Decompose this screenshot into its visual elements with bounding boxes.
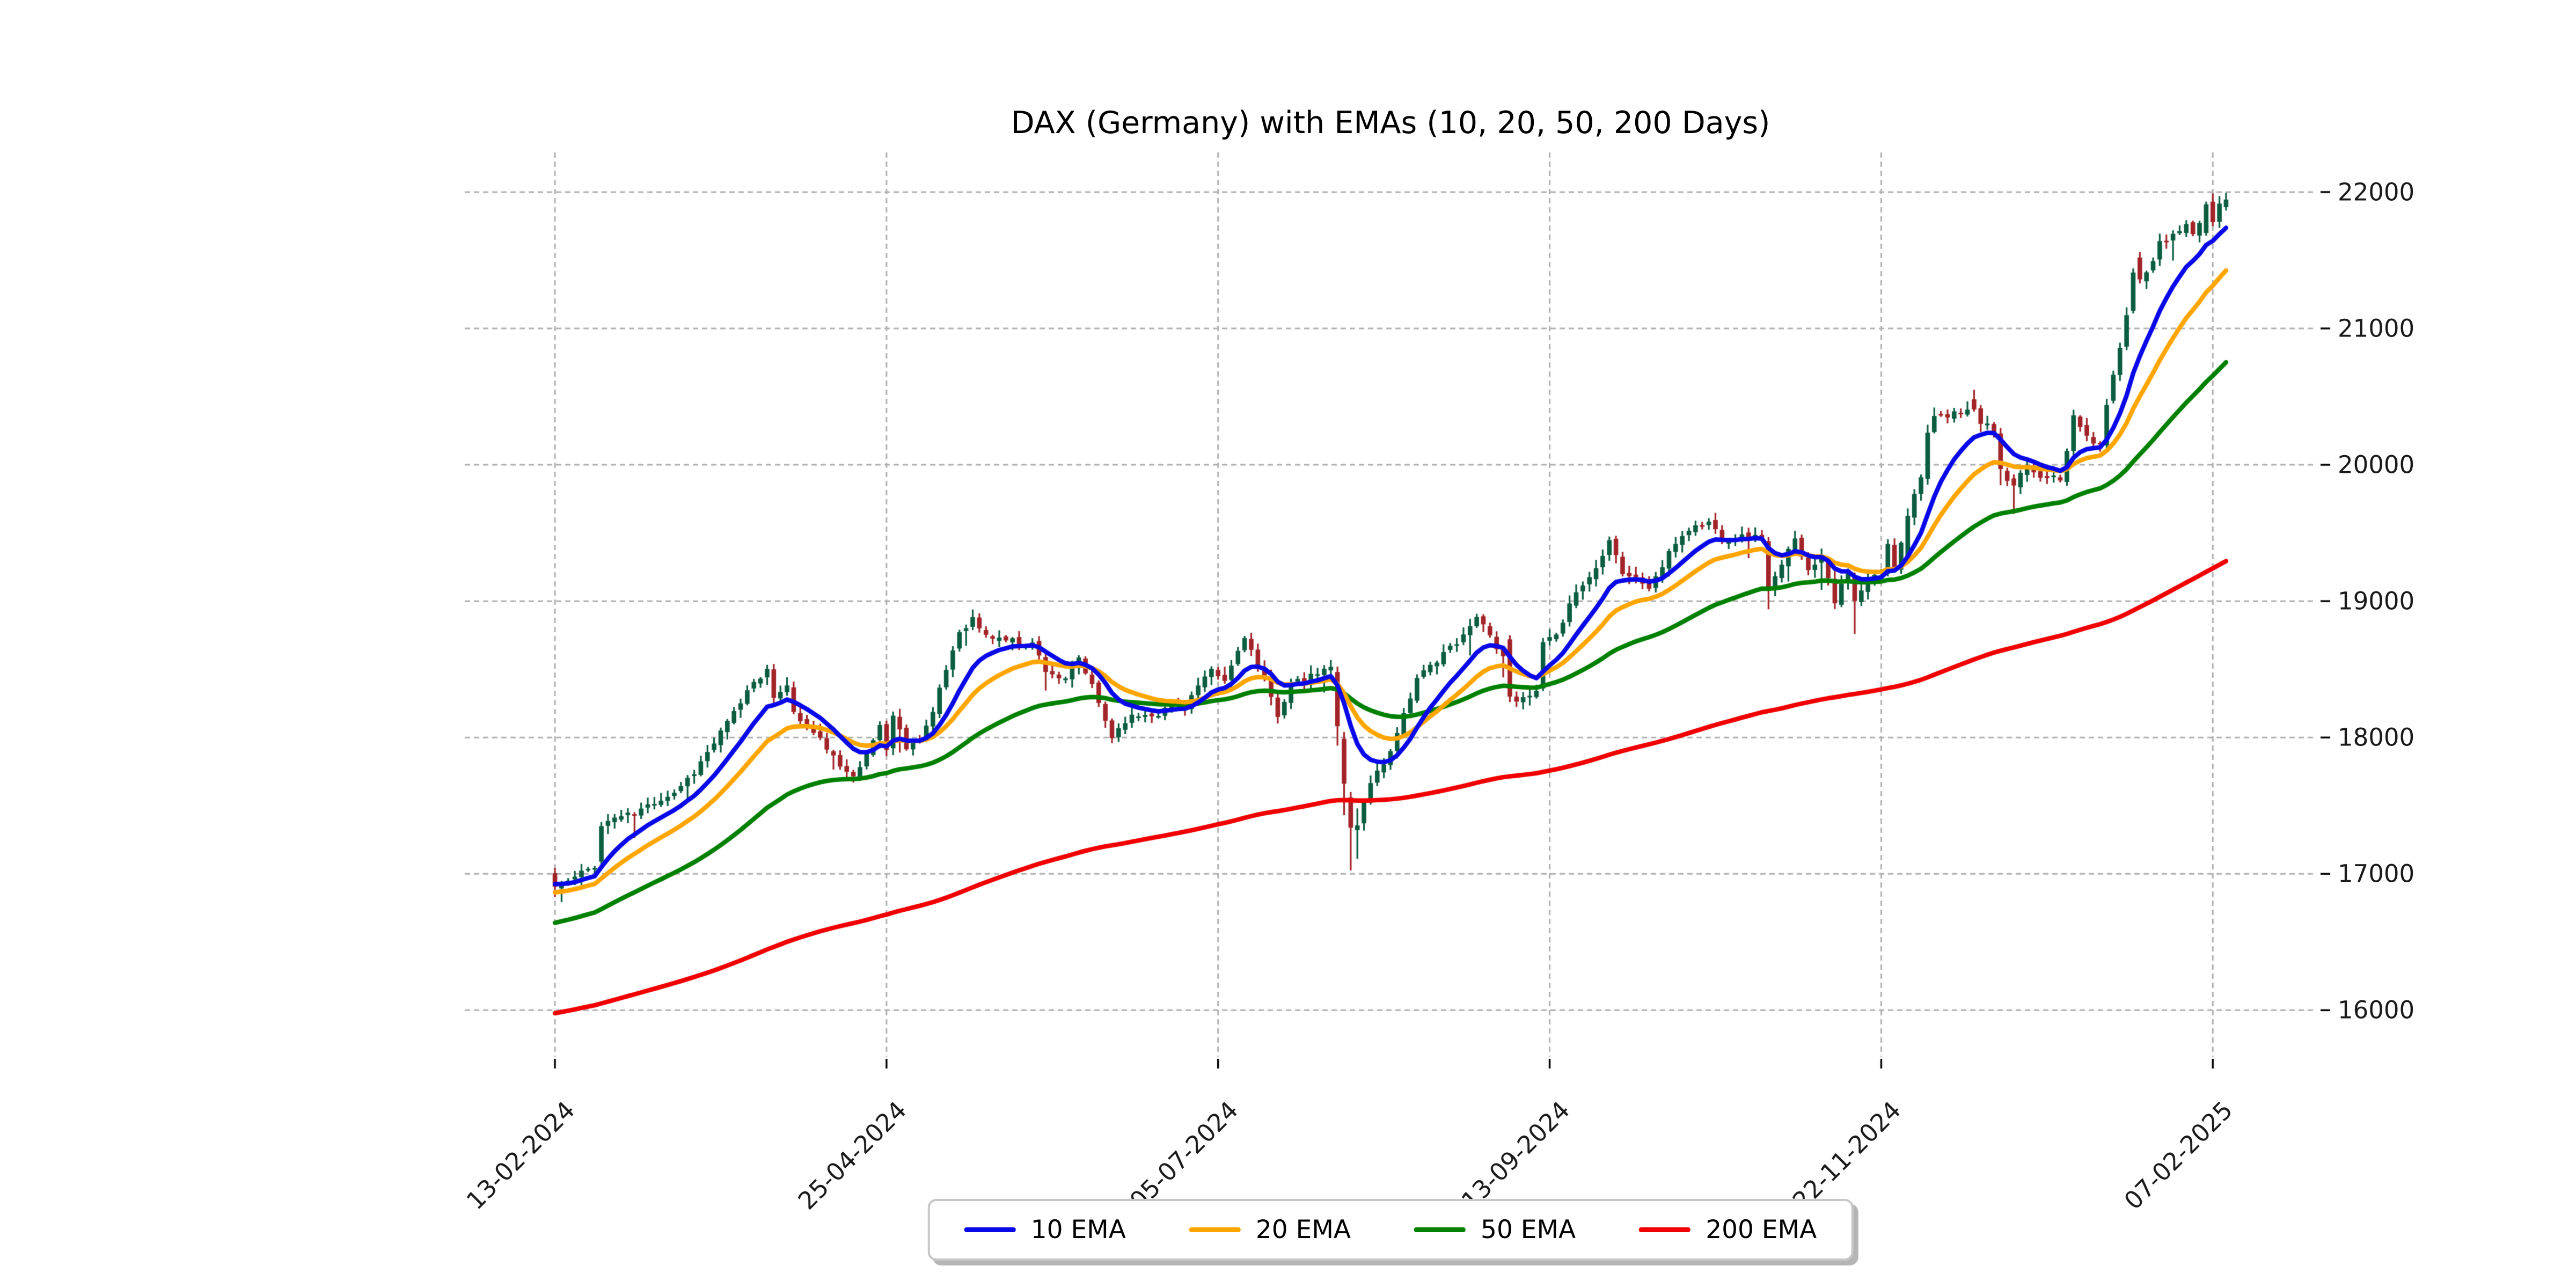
legend-label: 200 EMA [1706, 1215, 1817, 1245]
chart-title: DAX (Germany) with EMAs (10, 20, 50, 200… [1011, 105, 1770, 141]
legend-item-10-ema: 10 EMA [964, 1215, 1126, 1245]
legend: 10 EMA 20 EMA 50 EMA 200 EMA [927, 1199, 1854, 1261]
10-ema-line-icon [964, 1227, 1016, 1232]
legend-item-200-ema: 200 EMA [1639, 1215, 1817, 1245]
200-ema-line-icon [1639, 1227, 1691, 1232]
legend-item-20-ema: 20 EMA [1189, 1215, 1351, 1245]
legend-label: 50 EMA [1481, 1215, 1576, 1245]
y-tick-label: 22000 [2338, 178, 2415, 207]
y-tick-label: 16000 [2338, 996, 2415, 1024]
y-tick-label: 19000 [2338, 587, 2415, 616]
y-tick-label: 21000 [2338, 314, 2415, 343]
y-tick-label: 18000 [2338, 723, 2415, 752]
legend-label: 10 EMA [1030, 1215, 1126, 1245]
20-ema-line-icon [1189, 1227, 1241, 1232]
legend-label: 20 EMA [1255, 1215, 1351, 1245]
y-tick-label: 20000 [2338, 450, 2415, 479]
legend-item-50-ema: 50 EMA [1414, 1215, 1576, 1245]
50-ema-line-icon [1414, 1227, 1466, 1232]
y-tick-label: 17000 [2338, 859, 2415, 888]
